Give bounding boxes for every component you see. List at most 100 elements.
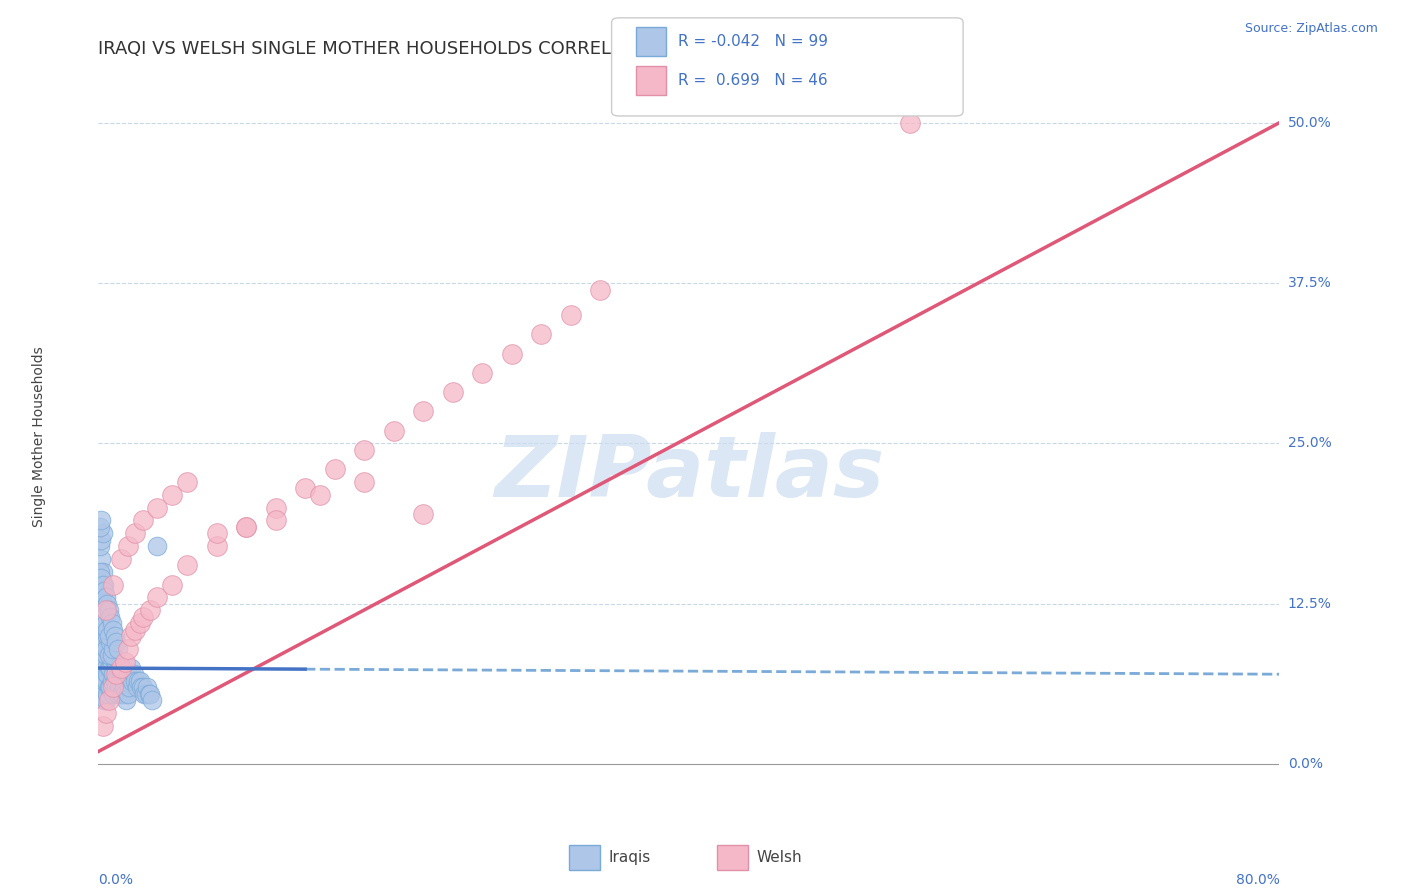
Point — [90, 616, 112, 631]
Point — [97, 603, 120, 617]
Point — [90, 655, 112, 669]
Point — [89, 539, 111, 553]
Point — [176, 475, 198, 489]
Text: 37.5%: 37.5% — [1288, 277, 1331, 290]
Point — [309, 488, 332, 502]
Point — [96, 641, 118, 656]
Point — [97, 693, 120, 707]
Text: Welsh: Welsh — [756, 850, 801, 864]
Point — [97, 661, 120, 675]
Point — [441, 385, 464, 400]
Point — [94, 591, 117, 605]
Point — [132, 514, 155, 528]
Point — [176, 558, 198, 573]
Point — [104, 629, 127, 643]
Point — [121, 673, 143, 688]
Point — [139, 687, 162, 701]
Point — [93, 584, 115, 599]
Point — [96, 667, 118, 681]
Point — [107, 667, 129, 681]
Point — [89, 667, 111, 681]
Point — [103, 577, 125, 591]
Point — [112, 681, 135, 695]
Point — [94, 661, 117, 675]
Point — [98, 635, 121, 649]
Point — [108, 661, 131, 675]
Point — [124, 673, 146, 688]
Point — [134, 687, 156, 701]
Point — [98, 681, 121, 695]
Point — [110, 687, 132, 701]
Point — [100, 616, 122, 631]
Point — [138, 687, 160, 701]
Point — [93, 673, 115, 688]
Point — [97, 681, 120, 695]
Point — [135, 687, 157, 701]
Text: 80.0%: 80.0% — [1236, 873, 1279, 888]
Text: 25.0%: 25.0% — [1288, 436, 1331, 450]
Point — [94, 641, 117, 656]
Point — [127, 673, 149, 688]
Point — [108, 681, 131, 695]
Point — [115, 693, 138, 707]
Point — [91, 641, 114, 656]
Point — [91, 565, 114, 579]
Point — [97, 629, 120, 643]
Point — [91, 687, 114, 701]
Point — [91, 577, 114, 591]
Point — [117, 641, 139, 656]
Point — [560, 308, 582, 322]
Point — [104, 673, 127, 688]
Point — [110, 552, 132, 566]
Point — [235, 520, 257, 534]
Point — [107, 641, 129, 656]
Point — [146, 539, 169, 553]
Point — [294, 482, 316, 496]
Point — [91, 597, 114, 611]
Point — [105, 635, 128, 649]
Point — [530, 327, 553, 342]
Point — [353, 475, 375, 489]
Point — [97, 641, 120, 656]
Point — [104, 655, 127, 669]
Point — [122, 667, 145, 681]
Point — [93, 623, 115, 637]
Point — [111, 687, 134, 701]
Point — [900, 116, 922, 130]
Point — [205, 539, 228, 553]
Point — [103, 687, 125, 701]
Point — [125, 681, 148, 695]
Point — [100, 673, 122, 688]
Point — [90, 571, 112, 585]
Point — [100, 655, 122, 669]
Point — [264, 514, 287, 528]
Point — [264, 500, 287, 515]
Point — [90, 681, 112, 695]
Point — [100, 648, 122, 663]
Point — [93, 577, 115, 591]
Point — [141, 693, 163, 707]
Point — [94, 673, 117, 688]
Point — [105, 661, 128, 675]
Point — [132, 609, 155, 624]
Point — [412, 507, 434, 521]
Point — [103, 648, 125, 663]
Point — [94, 693, 117, 707]
Point — [114, 655, 136, 669]
Point — [93, 609, 115, 624]
Point — [110, 661, 132, 675]
Point — [89, 520, 111, 534]
Point — [111, 667, 134, 681]
Point — [323, 462, 346, 476]
Point — [91, 635, 114, 649]
Point — [94, 706, 117, 720]
Point — [136, 681, 159, 695]
Point — [89, 565, 111, 579]
Point — [471, 366, 494, 380]
Text: R = -0.042   N = 99: R = -0.042 N = 99 — [678, 34, 828, 49]
Point — [132, 681, 155, 695]
Text: 0.0%: 0.0% — [98, 873, 134, 888]
Point — [96, 629, 118, 643]
Point — [412, 404, 434, 418]
Point — [120, 661, 142, 675]
